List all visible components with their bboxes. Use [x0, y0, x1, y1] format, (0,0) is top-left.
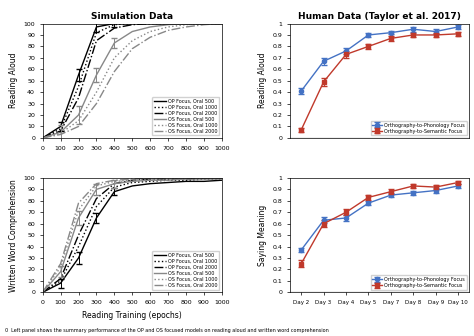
- Y-axis label: Reading Aloud: Reading Aloud: [9, 53, 18, 109]
- OS Focus, Oral 2000: [40, 136, 46, 140]
- OS Focus, Oral 500: [147, 25, 153, 29]
- OP Focus, Oral 1000: [165, 22, 171, 26]
- Legend: Orthography-to-Phonology Focus, Orthography-to-Semantic Focus: Orthography-to-Phonology Focus, Orthogra…: [371, 275, 467, 290]
- OP Focus, Oral 500: [93, 25, 99, 29]
- Legend: OP Focus, Oral 500, OP Focus, Oral 1000, OP Focus, Oral 2000, OS Focus, Oral 500: OP Focus, Oral 500, OP Focus, Oral 1000,…: [152, 251, 219, 290]
- OS Focus, Oral 500: [58, 130, 64, 134]
- OP Focus, Oral 1000: [93, 31, 99, 35]
- OP Focus, Oral 2000: [76, 96, 82, 100]
- OP Focus, Oral 2000: [165, 22, 171, 26]
- Y-axis label: Reading Aloud: Reading Aloud: [258, 53, 267, 109]
- OS Focus, Oral 500: [76, 113, 82, 117]
- OS Focus, Oral 500: [129, 30, 135, 34]
- OS Focus, Oral 1000: [165, 25, 171, 29]
- OS Focus, Oral 2000: [58, 132, 64, 136]
- Title: Human Data (Taylor et al. 2017): Human Data (Taylor et al. 2017): [298, 12, 461, 22]
- OP Focus, Oral 2000: [58, 129, 64, 133]
- OP Focus, Oral 1000: [201, 22, 207, 26]
- OP Focus, Oral 500: [129, 22, 135, 26]
- OS Focus, Oral 2000: [183, 25, 189, 29]
- OP Focus, Oral 1000: [219, 22, 225, 26]
- OP Focus, Oral 500: [183, 22, 189, 26]
- OS Focus, Oral 1000: [58, 131, 64, 135]
- Line: OP Focus, Oral 500: OP Focus, Oral 500: [43, 24, 222, 138]
- Legend: OP Focus, Oral 500, OP Focus, Oral 1000, OP Focus, Oral 2000, OS Focus, Oral 500: OP Focus, Oral 500, OP Focus, Oral 1000,…: [152, 97, 219, 135]
- OS Focus, Oral 1000: [219, 22, 225, 26]
- OP Focus, Oral 2000: [201, 22, 207, 26]
- X-axis label: Reading Training (epochs): Reading Training (epochs): [82, 310, 182, 320]
- OS Focus, Oral 2000: [111, 70, 117, 74]
- OP Focus, Oral 500: [147, 22, 153, 26]
- OS Focus, Oral 1000: [40, 136, 46, 140]
- OP Focus, Oral 1000: [147, 22, 153, 26]
- OS Focus, Oral 1000: [76, 119, 82, 123]
- Y-axis label: Written Word Comprehension: Written Word Comprehension: [9, 179, 18, 292]
- OS Focus, Oral 1000: [147, 30, 153, 34]
- OS Focus, Oral 1000: [111, 56, 117, 60]
- OP Focus, Oral 500: [76, 73, 82, 77]
- OS Focus, Oral 500: [40, 136, 46, 140]
- OS Focus, Oral 2000: [219, 22, 225, 26]
- Y-axis label: Saying Meaning: Saying Meaning: [258, 205, 267, 266]
- OP Focus, Oral 500: [165, 22, 171, 26]
- OP Focus, Oral 2000: [93, 39, 99, 43]
- OP Focus, Oral 1000: [129, 22, 135, 26]
- OP Focus, Oral 1000: [58, 127, 64, 131]
- OS Focus, Oral 2000: [165, 28, 171, 32]
- OP Focus, Oral 500: [40, 136, 46, 140]
- OS Focus, Oral 2000: [129, 47, 135, 51]
- Legend: Orthography-to-Phonology Focus, Orthography-to-Semantic Focus: Orthography-to-Phonology Focus, Orthogra…: [371, 121, 467, 135]
- OS Focus, Oral 500: [165, 23, 171, 27]
- OP Focus, Oral 500: [111, 22, 117, 26]
- OP Focus, Oral 2000: [147, 22, 153, 26]
- OS Focus, Oral 2000: [201, 23, 207, 27]
- OP Focus, Oral 1000: [76, 84, 82, 88]
- Line: OS Focus, Oral 500: OS Focus, Oral 500: [43, 24, 222, 138]
- OS Focus, Oral 2000: [93, 101, 99, 106]
- OS Focus, Oral 1000: [183, 23, 189, 27]
- OP Focus, Oral 500: [201, 22, 207, 26]
- OP Focus, Oral 2000: [219, 22, 225, 26]
- OP Focus, Oral 500: [219, 22, 225, 26]
- OS Focus, Oral 500: [183, 22, 189, 26]
- OS Focus, Oral 2000: [147, 35, 153, 39]
- OS Focus, Oral 500: [111, 41, 117, 45]
- OS Focus, Oral 500: [93, 73, 99, 77]
- OS Focus, Oral 500: [219, 22, 225, 26]
- OP Focus, Oral 2000: [40, 136, 46, 140]
- Line: OP Focus, Oral 2000: OP Focus, Oral 2000: [43, 24, 222, 138]
- OP Focus, Oral 500: [58, 124, 64, 128]
- OS Focus, Oral 1000: [129, 39, 135, 43]
- OS Focus, Oral 500: [201, 22, 207, 26]
- OP Focus, Oral 1000: [183, 22, 189, 26]
- Line: OP Focus, Oral 1000: OP Focus, Oral 1000: [43, 24, 222, 138]
- OP Focus, Oral 2000: [111, 26, 117, 30]
- OS Focus, Oral 1000: [201, 22, 207, 26]
- OS Focus, Oral 1000: [93, 90, 99, 94]
- OP Focus, Oral 1000: [40, 136, 46, 140]
- OS Focus, Oral 2000: [76, 124, 82, 128]
- OP Focus, Oral 2000: [129, 23, 135, 27]
- OP Focus, Oral 1000: [111, 23, 117, 27]
- Text: 0  Left panel shows the summary performance of the OP and OS focused models on r: 0 Left panel shows the summary performan…: [5, 328, 328, 333]
- Line: OS Focus, Oral 1000: OS Focus, Oral 1000: [43, 24, 222, 138]
- Line: OS Focus, Oral 2000: OS Focus, Oral 2000: [43, 24, 222, 138]
- Title: Simulation Data: Simulation Data: [91, 12, 173, 22]
- OP Focus, Oral 2000: [183, 22, 189, 26]
